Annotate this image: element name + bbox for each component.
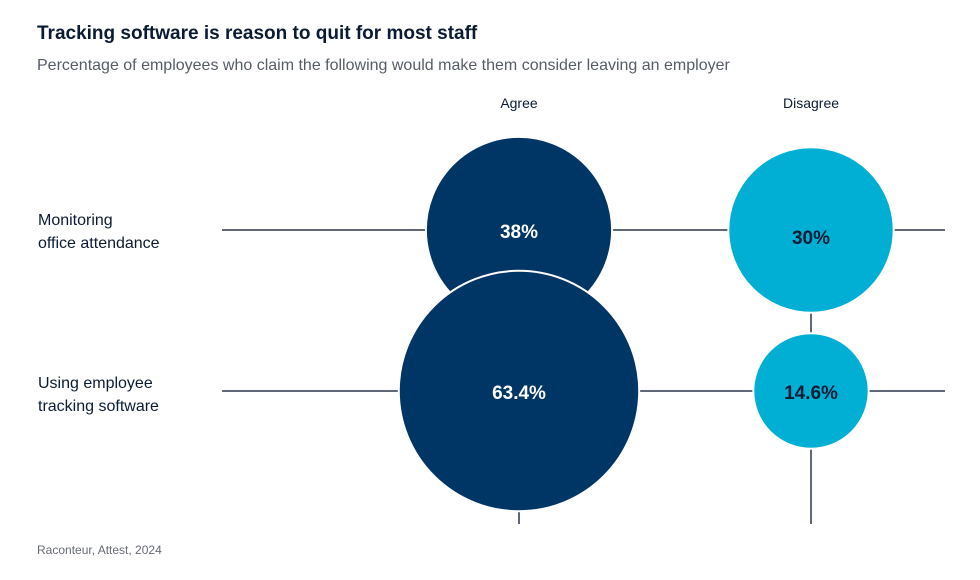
source-note: Raconteur, Attest, 2024	[37, 543, 162, 557]
chart-subtitle: Percentage of employees who claim the fo…	[37, 57, 730, 74]
column-label-disagree: Disagree	[783, 95, 839, 111]
row-label-2-line-2: tracking software	[38, 398, 159, 415]
bubble-disagree-row-1	[727, 146, 895, 314]
chart-title: Tracking software is reason to quit for …	[37, 23, 478, 44]
bubble-disagree-row-2	[752, 332, 870, 450]
value-label-agree-row-1: 38%	[500, 222, 538, 243]
row-label-1-line-2: office attendance	[38, 235, 160, 252]
value-label-disagree-row-1: 30%	[792, 228, 830, 249]
value-label-disagree-row-2: 14.6%	[784, 383, 838, 404]
row-label-1-line-1: Monitoring	[38, 212, 113, 229]
bubble-agree-row-2	[397, 269, 641, 513]
row-label-2-line-1: Using employee	[38, 375, 153, 392]
value-label-agree-row-2: 63.4%	[492, 383, 546, 404]
column-label-agree: Agree	[500, 95, 538, 111]
